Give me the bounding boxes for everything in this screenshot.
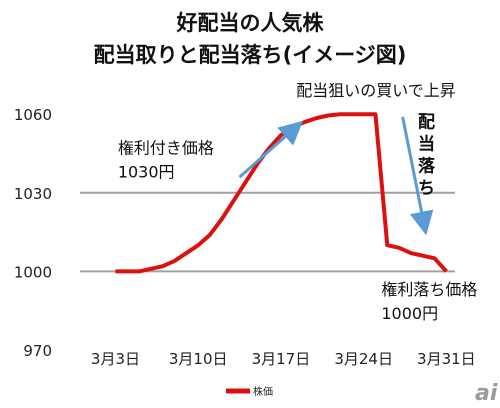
annotation-1-line-0: 配当狙いの買いで上昇 xyxy=(296,81,456,100)
annotation-3-line-0: 権利落ち価格 xyxy=(381,280,477,299)
annotation-arrows xyxy=(238,116,434,236)
legend: 株価 xyxy=(226,385,273,398)
annotation-2-line-3: ち xyxy=(418,178,435,198)
y-tick-label: 1030 xyxy=(14,185,52,203)
annotation-0-line-0: 権利付き価格 xyxy=(118,139,214,158)
annotation-2-line-2: 落 xyxy=(418,156,436,176)
annotation-0-line-1: 1030円 xyxy=(118,163,175,182)
y-tick-label: 1060 xyxy=(14,106,52,124)
x-tick-label: 3月24日 xyxy=(334,350,393,368)
y-axis-tick-labels: 970 1000 1030 1060 xyxy=(14,106,52,360)
x-axis-tick-labels: 3月3日 3月10日 3月17日 3月24日 3月31日 xyxy=(91,350,476,368)
x-tick-label: 3月10日 xyxy=(169,350,228,368)
chart-title-line-2: 配当取りと配当落ち(イメージ図) xyxy=(94,43,407,67)
brand-logo: ai xyxy=(475,381,498,406)
chart-title: 好配当の人気株 配当取りと配当落ち(イメージ図) xyxy=(94,11,407,67)
y-tick-label: 970 xyxy=(23,342,52,360)
annotation-2-line-0: 配 xyxy=(418,112,435,132)
chart-title-line-1: 好配当の人気株 xyxy=(176,11,325,35)
reference-lines xyxy=(80,191,455,273)
x-tick-label: 3月3日 xyxy=(91,350,140,368)
annotation-arrow-1 xyxy=(401,116,434,236)
annotation-2-line-1: 当 xyxy=(418,133,435,154)
legend-label: 株価 xyxy=(253,385,273,398)
x-tick-label: 3月17日 xyxy=(252,350,311,368)
y-tick-label: 1000 xyxy=(14,263,52,281)
annotation-3-line-1: 1000円 xyxy=(381,304,438,323)
x-tick-label: 3月31日 xyxy=(417,350,476,368)
annotation-arrow-0 xyxy=(238,120,304,179)
